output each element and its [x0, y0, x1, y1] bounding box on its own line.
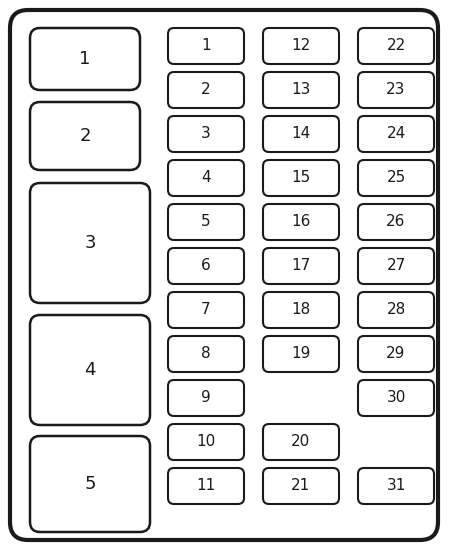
FancyBboxPatch shape	[30, 436, 150, 532]
FancyBboxPatch shape	[263, 28, 339, 64]
FancyBboxPatch shape	[168, 292, 244, 328]
Text: 29: 29	[386, 347, 406, 362]
FancyBboxPatch shape	[358, 72, 434, 108]
FancyBboxPatch shape	[168, 468, 244, 504]
FancyBboxPatch shape	[358, 292, 434, 328]
FancyBboxPatch shape	[263, 116, 339, 152]
Text: 31: 31	[386, 479, 406, 493]
Text: 6: 6	[201, 258, 211, 273]
FancyBboxPatch shape	[168, 380, 244, 416]
FancyBboxPatch shape	[168, 248, 244, 284]
FancyBboxPatch shape	[263, 336, 339, 372]
Text: 25: 25	[387, 171, 405, 185]
FancyBboxPatch shape	[358, 380, 434, 416]
Text: 17: 17	[292, 258, 310, 273]
FancyBboxPatch shape	[168, 160, 244, 196]
FancyBboxPatch shape	[358, 160, 434, 196]
Text: 9: 9	[201, 390, 211, 406]
FancyBboxPatch shape	[358, 204, 434, 240]
Text: 16: 16	[291, 215, 310, 230]
FancyBboxPatch shape	[168, 424, 244, 460]
FancyBboxPatch shape	[168, 72, 244, 108]
Text: 1: 1	[79, 50, 91, 68]
Text: 22: 22	[387, 39, 405, 54]
FancyBboxPatch shape	[30, 28, 140, 90]
Text: 20: 20	[292, 434, 310, 449]
Text: 8: 8	[201, 347, 211, 362]
FancyBboxPatch shape	[263, 292, 339, 328]
FancyBboxPatch shape	[358, 336, 434, 372]
Text: 4: 4	[84, 361, 96, 379]
FancyBboxPatch shape	[168, 336, 244, 372]
FancyBboxPatch shape	[263, 248, 339, 284]
FancyBboxPatch shape	[358, 248, 434, 284]
Text: 15: 15	[292, 171, 310, 185]
Text: 28: 28	[387, 302, 405, 317]
FancyBboxPatch shape	[263, 204, 339, 240]
FancyBboxPatch shape	[358, 28, 434, 64]
Text: 2: 2	[79, 127, 91, 145]
Text: 14: 14	[292, 126, 310, 141]
FancyBboxPatch shape	[358, 116, 434, 152]
Text: 10: 10	[196, 434, 216, 449]
Text: 19: 19	[291, 347, 310, 362]
FancyBboxPatch shape	[10, 10, 438, 540]
Text: 2: 2	[201, 82, 211, 98]
Text: 11: 11	[196, 479, 216, 493]
Text: 13: 13	[291, 82, 310, 98]
FancyBboxPatch shape	[263, 468, 339, 504]
Text: 4: 4	[201, 171, 211, 185]
Text: 1: 1	[201, 39, 211, 54]
FancyBboxPatch shape	[30, 183, 150, 303]
Text: 21: 21	[292, 479, 310, 493]
FancyBboxPatch shape	[168, 204, 244, 240]
Text: 5: 5	[201, 215, 211, 230]
Text: 30: 30	[386, 390, 406, 406]
FancyBboxPatch shape	[263, 424, 339, 460]
Text: 5: 5	[84, 475, 96, 493]
Text: 3: 3	[201, 126, 211, 141]
FancyBboxPatch shape	[263, 160, 339, 196]
FancyBboxPatch shape	[358, 468, 434, 504]
FancyBboxPatch shape	[30, 315, 150, 425]
FancyBboxPatch shape	[168, 28, 244, 64]
Text: 12: 12	[292, 39, 310, 54]
Text: 27: 27	[387, 258, 405, 273]
FancyBboxPatch shape	[263, 72, 339, 108]
Text: 26: 26	[386, 215, 406, 230]
Text: 23: 23	[386, 82, 406, 98]
FancyBboxPatch shape	[168, 116, 244, 152]
Text: 3: 3	[84, 234, 96, 252]
Text: 24: 24	[387, 126, 405, 141]
Text: 7: 7	[201, 302, 211, 317]
Text: 18: 18	[292, 302, 310, 317]
FancyBboxPatch shape	[30, 102, 140, 170]
